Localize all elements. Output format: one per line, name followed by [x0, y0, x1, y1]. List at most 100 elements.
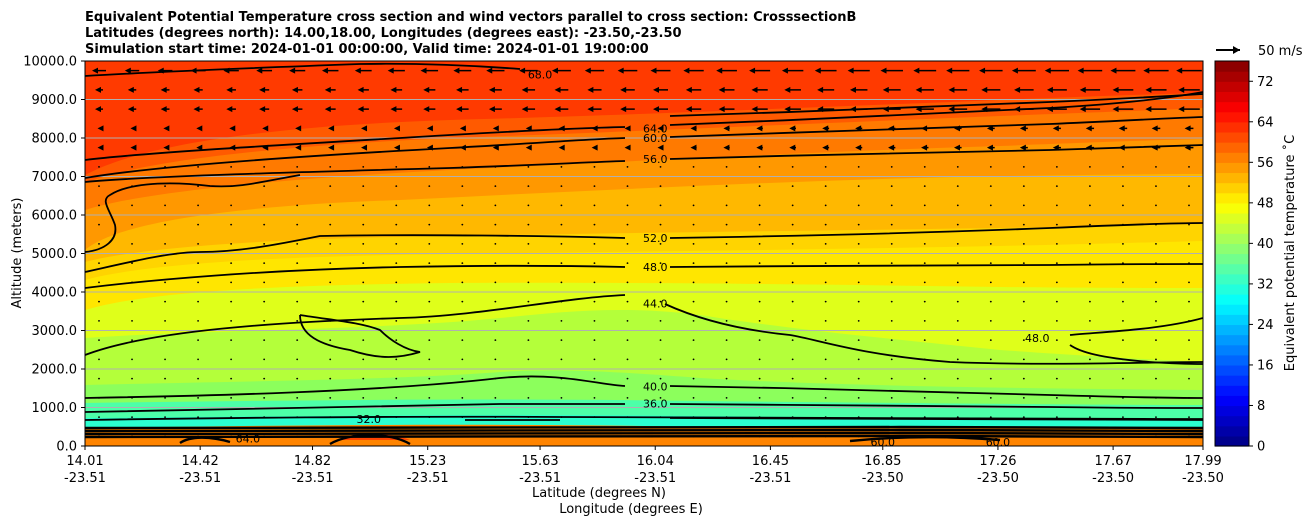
wind-vector-dot	[1022, 358, 1025, 361]
x-tick-label-lat: 15.23	[409, 454, 446, 469]
wind-vector-dot	[890, 165, 893, 168]
plot-area: 68.064.060.056.052.048.044.048.040.036.0…	[85, 61, 1203, 446]
wind-vector-dot	[989, 416, 992, 419]
wind-vector-dot	[197, 223, 199, 226]
wind-vector-head	[558, 125, 565, 132]
wind-vector-dot	[758, 339, 761, 342]
wind-vector-dot	[758, 204, 761, 207]
wind-vector-head	[723, 144, 730, 151]
wind-vector-dot	[131, 416, 133, 419]
wind-vector-dot	[593, 262, 596, 265]
wind-vector-dot	[164, 416, 166, 419]
wind-vector-dot	[362, 165, 365, 168]
wind-vector-dot	[725, 165, 728, 168]
wind-vector-head	[127, 106, 134, 113]
colorbar-segment	[1215, 283, 1249, 295]
wind-vector-head	[591, 144, 598, 151]
wind-vector-dot	[428, 377, 431, 380]
wind-vector-head	[1019, 144, 1026, 151]
wind-vector-dot	[1089, 262, 1091, 265]
wind-vector-head	[1046, 86, 1053, 93]
wind-vector-dot	[1089, 435, 1091, 438]
wind-vector-head	[915, 106, 922, 113]
wind-vector-dot	[692, 165, 695, 168]
wind-vector-dot	[395, 339, 398, 342]
wind-vector-head	[226, 86, 233, 93]
colorbar-segment	[1215, 364, 1249, 376]
wind-vector-dot	[758, 165, 761, 168]
wind-vector-dot	[461, 300, 464, 303]
wind-vector-dot	[428, 358, 431, 361]
contour-44b	[664, 303, 1203, 365]
wind-vector-dot	[791, 281, 794, 284]
wind-vector-head	[1079, 106, 1086, 113]
wind-vector-dot	[626, 416, 629, 419]
wind-vector-head	[915, 86, 922, 93]
wind-vector-dot	[1155, 242, 1157, 245]
wind-vector-head	[822, 144, 829, 151]
contour-surface-1	[85, 425, 1203, 430]
x-tick-label-lat: 16.04	[637, 454, 674, 469]
wind-vector-dot	[626, 319, 629, 322]
wind-vector-dot	[692, 281, 695, 284]
wind-vector-dot	[1188, 377, 1190, 380]
wind-vector-dot	[560, 262, 563, 265]
contour-surface-5	[179, 436, 231, 445]
wind-vector-dot	[824, 300, 827, 303]
wind-vector-head	[259, 86, 266, 93]
wind-vector-dot	[395, 358, 398, 361]
wind-vector-dot	[725, 319, 728, 322]
wind-vector-head	[256, 67, 263, 74]
wind-vector-dot	[956, 185, 959, 188]
wind-vector-dot	[428, 396, 431, 399]
wind-vector-dot	[197, 165, 199, 168]
contour-label: 60.0	[643, 132, 668, 145]
wind-vector-dot	[428, 262, 431, 265]
wind-vector-dot	[791, 242, 794, 245]
wind-vector-dot	[560, 223, 563, 226]
wind-vector-dot	[197, 204, 199, 207]
wind-vector-dot	[527, 281, 530, 284]
wind-vector-dot	[428, 165, 431, 168]
wind-vector-dot	[131, 319, 133, 322]
wind-vector-dot	[791, 262, 794, 265]
wind-vector-head	[953, 125, 960, 132]
wind-vector-head	[756, 144, 763, 151]
wind-vector-head	[390, 106, 397, 113]
wind-vector-dot	[494, 416, 497, 419]
wind-vector-dot	[1122, 300, 1124, 303]
wind-vector-dot	[461, 262, 464, 265]
wind-vector-dot	[494, 281, 497, 284]
wind-vector-dot	[725, 416, 728, 419]
wind-vector-head	[196, 144, 203, 151]
wind-vector-dot	[98, 358, 100, 361]
wind-vector-dot	[362, 242, 365, 245]
wind-vector-dot	[428, 416, 431, 419]
wind-vector-dot	[329, 262, 332, 265]
wind-vector-head	[163, 125, 170, 132]
colorbar-segment	[1215, 152, 1249, 163]
wind-vector-dot	[395, 300, 398, 303]
y-tick-label: 7000.0	[32, 170, 78, 185]
wind-vector-dot	[593, 185, 596, 188]
wind-vector-head	[289, 67, 296, 74]
contour-label: 68.0	[528, 68, 553, 81]
x-axis-label-longitude: Longitude (degrees E)	[559, 502, 703, 517]
wind-vector-dot	[1188, 281, 1190, 284]
wind-vector-head	[295, 144, 302, 151]
wind-vector-dot	[1155, 204, 1157, 207]
wind-vector-head	[97, 125, 104, 132]
colorbar-tick-label: 8	[1257, 399, 1265, 414]
wind-vector-dot	[1155, 262, 1157, 265]
wind-vector-dot	[560, 339, 563, 342]
colorbar-segment	[1215, 212, 1249, 224]
wind-vector-dot	[131, 242, 133, 245]
contour-44-loop	[299, 314, 421, 358]
wind-vector-head	[716, 67, 723, 74]
wind-vector-dot	[923, 165, 926, 168]
wind-vector-dot	[923, 435, 926, 438]
x-tick-label-lon: -23.50	[862, 471, 904, 486]
wind-vector-dot	[593, 358, 596, 361]
wind-vector-dot	[1122, 185, 1124, 188]
